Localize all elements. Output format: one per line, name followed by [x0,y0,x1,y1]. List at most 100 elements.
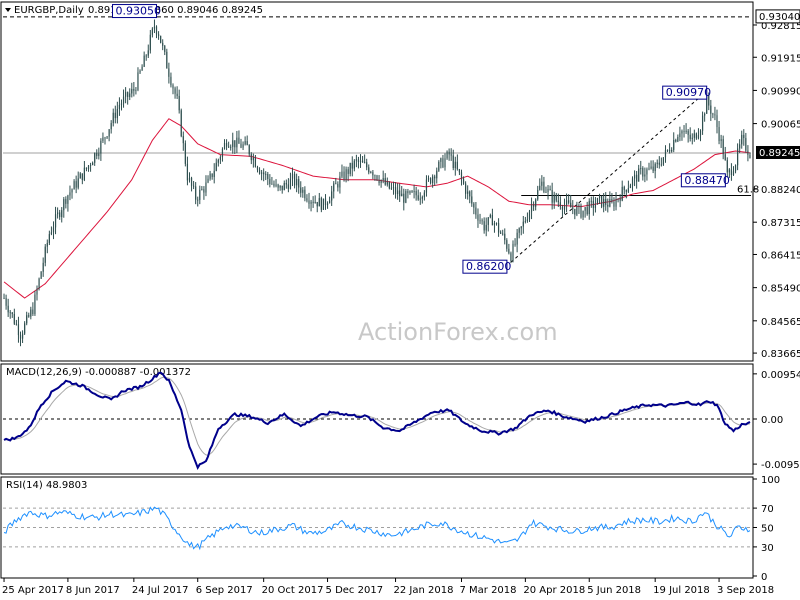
candle-body [485,224,487,231]
candle-body [263,172,265,175]
candle-body [489,214,491,218]
candle-body [465,183,467,194]
candle-body [129,93,131,97]
candle-body [48,234,50,243]
macd-axis: 0.00954 0.00 -0.00953 [753,370,800,471]
price-panel-frame [0,1,754,362]
candle-body [155,26,158,35]
candle-body [716,115,718,128]
candle-body [607,204,609,207]
candle-body [213,170,215,177]
candle-body [207,178,209,183]
candle-body [592,200,594,208]
candle-body [627,188,629,192]
candle-body [199,189,201,200]
candle-body [516,232,518,245]
candle-body [357,159,360,163]
price-candles [3,19,751,347]
candle-body [570,202,572,208]
candle-body [654,163,656,171]
candle-body [535,199,537,207]
candle-body [543,181,545,193]
candle-body [26,315,28,324]
candle-body [384,178,386,185]
candle-body [326,203,329,206]
macd-tick-label: 0.00954 [761,370,800,381]
candle-body [310,201,312,204]
candle-body [180,110,182,137]
candle-body [596,198,599,205]
candle-body [545,192,547,193]
price-reference-lines: 61.8 [3,16,759,263]
date-axis: 25 Apr 2017 8 Jun 2017 24 Jul 2017 6 Sep 20… [2,578,774,596]
candle-body [32,309,34,315]
price-callout-label: 0.93050 [116,5,162,18]
candle-body [287,184,289,189]
candle-body [361,160,364,163]
candle-body [92,162,94,166]
candle-body [228,146,230,148]
candle-body [580,205,582,218]
rsi-tick-label: 100 [761,475,780,486]
date-tick-label: 22 Jan 2018 [394,585,454,596]
candle-body [605,199,607,205]
candle-body [434,176,436,179]
rsi-title: RSI(14) 48.9803 [6,480,87,491]
candle-body [401,193,403,197]
candle-body [444,158,446,168]
candle-body [629,185,632,189]
candle-body [195,186,197,200]
candle-body [438,161,440,171]
candle-body [582,210,584,218]
candle-body [285,183,287,185]
candle-body [693,133,695,138]
candle-body [500,232,502,234]
candle-body [265,173,267,175]
rsi-tick-label: 0 [761,572,767,583]
price-tick-label: 0.83665 [761,349,800,360]
candle-body [533,204,535,207]
candle-body [374,175,376,177]
trendline [510,90,708,263]
collapse-triangle-icon[interactable] [5,8,11,12]
candle-body [594,204,597,208]
candle-body [77,178,79,188]
candle-body [506,240,508,249]
candle-body [234,140,236,148]
candle-body [329,200,331,204]
candle-body [203,189,205,193]
candle-body [61,210,63,218]
candle-body [460,172,463,179]
candle-body [291,173,294,179]
candle-body [250,154,252,161]
candle-body [28,315,30,317]
candle-body [223,143,226,149]
candle-body [254,157,257,167]
candle-body [209,173,211,179]
candle-body [308,200,310,204]
candle-body [730,169,733,176]
candle-body [145,55,147,57]
candle-body [98,153,100,156]
price-axis: 0.92815 0.91915 0.90990 0.90065 0.88240 0.873… [753,9,800,360]
candle-body [242,144,244,148]
candle-body [122,96,125,104]
price-callout-box [462,259,508,274]
candle-body [458,169,461,173]
price-callout-box [680,173,726,188]
candle-body [456,161,458,170]
symbol-label: EURGBP,Daily [14,5,84,16]
candle-body [578,205,580,207]
candle-body [565,200,568,206]
rsi-tick-label: 50 [761,524,774,535]
price-tick-label: 0.91915 [761,53,800,64]
candle-body [283,183,285,191]
candle-body [372,172,374,176]
candle-body [343,171,345,180]
candle-body [248,145,250,155]
candle-body [526,219,529,222]
price-tick-label: 0.84565 [761,317,800,328]
price-callout-label: 0.88470 [684,174,730,187]
candle-body [508,248,510,254]
candle-body [85,167,88,170]
